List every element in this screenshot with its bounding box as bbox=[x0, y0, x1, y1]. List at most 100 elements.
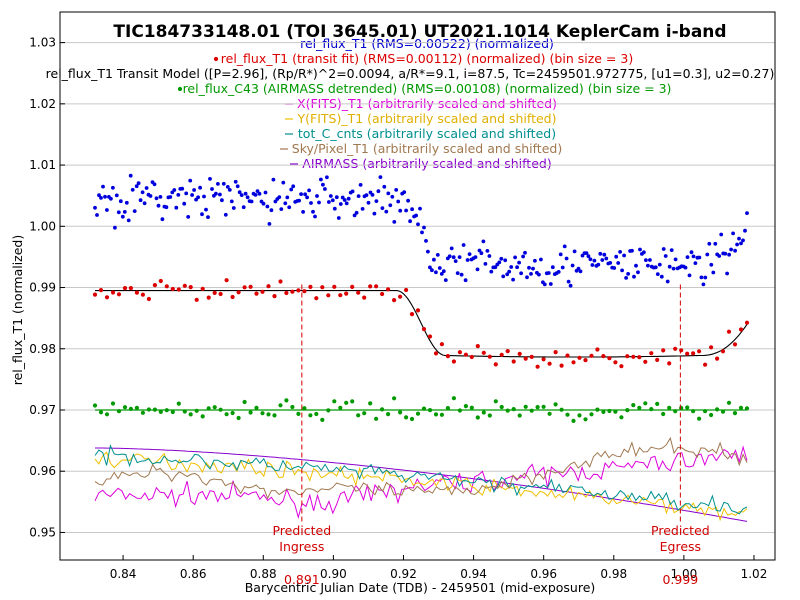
raw-flux-point bbox=[689, 250, 694, 255]
raw-flux-point bbox=[323, 187, 327, 191]
binned-flux-point bbox=[738, 327, 744, 332]
raw-flux-point bbox=[317, 200, 321, 205]
comparison-point bbox=[278, 403, 283, 408]
raw-flux-point bbox=[735, 242, 739, 247]
raw-flux-point bbox=[648, 258, 652, 262]
raw-flux-point bbox=[600, 258, 605, 262]
raw-flux-point bbox=[354, 210, 359, 215]
binned-flux-point bbox=[547, 361, 552, 366]
raw-flux-point bbox=[665, 279, 670, 284]
comparison-point bbox=[703, 409, 708, 414]
raw-flux-point bbox=[144, 186, 149, 190]
legend-marker-dot bbox=[177, 86, 183, 92]
comparison-point bbox=[421, 406, 427, 411]
comparison-point bbox=[344, 400, 349, 405]
binned-flux-point bbox=[218, 291, 223, 297]
comparison-point bbox=[595, 407, 600, 412]
binned-flux-point bbox=[577, 355, 582, 360]
raw-flux-point bbox=[737, 236, 741, 241]
raw-flux-point bbox=[410, 207, 414, 212]
comparison-point bbox=[601, 409, 606, 414]
y-tick-label: 1.01 bbox=[29, 158, 56, 172]
raw-flux-point bbox=[198, 185, 203, 190]
raw-flux-point bbox=[360, 207, 365, 211]
raw-flux-point bbox=[241, 205, 246, 210]
binned-flux-point bbox=[260, 289, 265, 294]
comparison-point bbox=[691, 409, 696, 414]
raw-flux-point bbox=[245, 195, 250, 200]
binned-flux-point bbox=[631, 354, 636, 359]
raw-flux-point bbox=[319, 177, 323, 182]
trend-line-x-fits bbox=[94, 445, 748, 520]
binned-flux-point bbox=[523, 356, 528, 361]
raw-flux-point bbox=[261, 201, 266, 206]
raw-flux-point bbox=[356, 194, 361, 199]
binned-flux-point bbox=[164, 284, 169, 289]
comparison-point bbox=[332, 399, 337, 404]
raw-flux-point bbox=[99, 196, 103, 200]
raw-flux-point bbox=[142, 201, 147, 206]
raw-flux-point bbox=[152, 182, 157, 187]
raw-flux-point bbox=[138, 198, 143, 203]
comparison-point bbox=[427, 408, 433, 413]
binned-flux-point bbox=[128, 286, 133, 291]
raw-flux-point bbox=[426, 249, 430, 254]
comparison-point bbox=[158, 409, 163, 414]
comparison-point bbox=[236, 415, 241, 421]
raw-flux-point bbox=[671, 266, 676, 271]
binned-flux-point bbox=[685, 351, 690, 356]
raw-flux-point bbox=[523, 250, 527, 255]
comparison-point bbox=[356, 413, 361, 418]
comparison-point bbox=[182, 409, 187, 414]
binned-flux-point bbox=[691, 351, 696, 356]
legend: rel_flux_T1 (RMS=0.00522) (normalized) r… bbox=[46, 36, 775, 171]
binned-flux-point bbox=[248, 284, 253, 289]
raw-flux-point bbox=[233, 179, 238, 184]
y-axis-label: rel_flux_T1 (normalized) bbox=[10, 235, 25, 386]
y-tick-label: 1.02 bbox=[29, 97, 56, 111]
binned-flux-point bbox=[439, 342, 444, 347]
raw-flux-point bbox=[556, 270, 561, 274]
comparison-point bbox=[505, 408, 510, 413]
comparison-point bbox=[685, 405, 690, 410]
raw-flux-point bbox=[558, 252, 563, 257]
comparison-point bbox=[583, 417, 588, 422]
comparison-point bbox=[744, 406, 750, 411]
binned-flux-point bbox=[715, 356, 720, 361]
binned-flux-point bbox=[475, 344, 480, 349]
y-tick-label: 1.00 bbox=[29, 219, 56, 233]
raw-flux-point bbox=[287, 205, 292, 210]
raw-flux-point bbox=[374, 199, 379, 204]
x-tick-label: 0.92 bbox=[390, 567, 417, 581]
raw-flux-point bbox=[493, 265, 498, 270]
raw-flux-point bbox=[186, 215, 191, 219]
raw-flux-point bbox=[237, 190, 242, 195]
comparison-point bbox=[380, 407, 385, 412]
comparison-point bbox=[655, 401, 660, 406]
raw-flux-point bbox=[332, 206, 337, 211]
raw-flux-point bbox=[707, 241, 712, 246]
raw-flux-point bbox=[313, 214, 317, 219]
raw-flux-point bbox=[624, 276, 628, 280]
x-tick-label: 0.94 bbox=[460, 567, 487, 581]
comparison-point bbox=[607, 408, 612, 414]
raw-flux-point bbox=[204, 207, 208, 212]
raw-flux-point bbox=[521, 254, 525, 259]
raw-flux-point bbox=[297, 198, 301, 203]
raw-flux-point bbox=[745, 211, 749, 216]
binned-flux-point bbox=[236, 290, 241, 295]
raw-flux-point bbox=[473, 255, 478, 259]
trend-line-sky bbox=[94, 436, 748, 500]
raw-flux-point bbox=[550, 265, 555, 270]
raw-flux-point bbox=[576, 266, 581, 271]
raw-flux-point bbox=[103, 194, 107, 199]
raw-flux-point bbox=[225, 185, 230, 189]
raw-flux-point bbox=[229, 199, 234, 204]
binned-flux-point bbox=[308, 284, 313, 289]
raw-flux-point bbox=[140, 190, 145, 195]
raw-flux-point bbox=[239, 193, 244, 198]
raw-flux-point bbox=[443, 278, 448, 282]
binned-flux-point bbox=[302, 289, 307, 294]
binned-flux-point bbox=[254, 291, 259, 296]
binned-flux-point bbox=[224, 278, 229, 283]
